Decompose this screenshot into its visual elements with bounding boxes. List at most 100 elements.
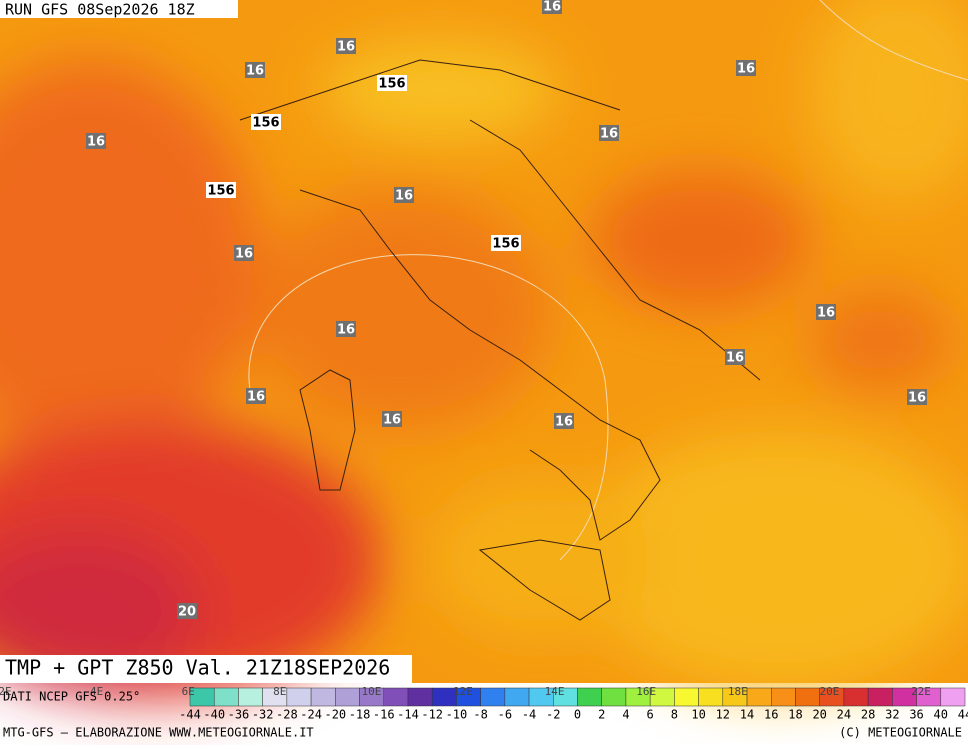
legend-tick-label: 10 <box>691 708 705 722</box>
legend-tick-label: 12 <box>716 708 730 722</box>
contour-label: 16 <box>87 135 105 150</box>
legend-swatch <box>407 687 433 707</box>
label-box <box>377 75 407 91</box>
contour-label: 16 <box>600 127 618 142</box>
longitude-label: 6E <box>182 685 195 698</box>
legend-swatch <box>771 687 796 707</box>
legend-tick-label: 40 <box>934 708 948 722</box>
label-box <box>86 133 106 149</box>
legend-swatch <box>383 687 409 707</box>
label-box <box>725 349 745 365</box>
longitude-label: 10E <box>361 685 381 698</box>
legend-tick-label: -24 <box>300 708 322 722</box>
color-legend: -44 -40 -36 -32 -28 -24 -20 -18 -16 -14 -12 -10 -8 -6… <box>0 685 968 722</box>
legend-tick-label: 24 <box>837 708 851 722</box>
legend-tick-label: 28 <box>861 708 875 722</box>
legend-tick-label: 4 <box>622 708 629 722</box>
contour-label: 16 <box>817 306 835 321</box>
contour-label: 20 <box>178 605 196 620</box>
legend-swatch <box>577 687 602 707</box>
label-box <box>336 321 356 337</box>
map-title: TMP + GPT Z850 Val. 21Z18SEP2026 <box>5 656 390 680</box>
run-label: RUN GFS 08Sep2026 18Z <box>5 1 195 19</box>
contour-label: 16 <box>737 62 755 77</box>
legend-tick-label: -16 <box>373 708 395 722</box>
contour-label: 16 <box>908 391 926 406</box>
label-box <box>554 413 574 429</box>
legend-tick-label: 14 <box>740 708 754 722</box>
footer-left: MTG-GFS – ELABORAZIONE WWW.METEOGIORNALE… <box>3 726 314 740</box>
label-box <box>382 411 402 427</box>
longitude-label: 2E <box>0 685 12 698</box>
label-box <box>599 125 619 141</box>
contour-label: 16 <box>235 247 253 262</box>
legend-tick-label: 20 <box>812 708 826 722</box>
longitude-label: 4E <box>90 685 103 698</box>
legend-swatch <box>335 687 360 707</box>
longitude-label: 20E <box>819 685 839 698</box>
legend-tick-label: -8 <box>473 708 487 722</box>
contour-label: 16 <box>383 413 401 428</box>
temperature-field <box>0 0 968 700</box>
legend-tick-label: 44 <box>958 708 968 722</box>
legend-tick-label: -14 <box>397 708 419 722</box>
label-box <box>251 114 281 130</box>
contour-label: 156 <box>378 77 405 92</box>
legend-tick-label: 16 <box>764 708 778 722</box>
legend-swatch <box>795 687 820 707</box>
legend-swatch <box>867 687 893 707</box>
map-labels: 16 16 16 16 16 16 16 16 16 16 16 16 16 16 16 156 156 156 1… <box>86 0 927 620</box>
legend-tick-label: 8 <box>671 708 678 722</box>
legend-swatch <box>601 687 627 707</box>
contour-label: 16 <box>726 351 744 366</box>
legend-swatch <box>674 687 699 707</box>
label-box <box>245 62 265 78</box>
legend-swatch <box>480 687 506 707</box>
legend-swatch <box>504 687 530 707</box>
legend-tick-label: 2 <box>598 708 605 722</box>
longitude-label: 18E <box>728 685 748 698</box>
legend-tick-label: 32 <box>885 708 899 722</box>
label-box <box>246 388 266 404</box>
legend-tick-label: -36 <box>228 708 250 722</box>
label-box <box>542 0 562 14</box>
contour-label: 16 <box>337 323 355 338</box>
contour-label: 156 <box>492 237 519 252</box>
label-box <box>206 182 236 198</box>
legend-tick-label: -10 <box>446 708 468 722</box>
legend-tick-label: -20 <box>324 708 346 722</box>
title-box <box>0 655 412 683</box>
contour-label: 16 <box>543 0 561 15</box>
legend-tick-label: -6 <box>498 708 512 722</box>
contour-label: 156 <box>207 184 234 199</box>
legend-tick-label: 6 <box>647 708 654 722</box>
legend-tick-label: -28 <box>276 708 298 722</box>
contour-label: 16 <box>247 390 265 405</box>
longitude-label: 16E <box>636 685 656 698</box>
longitude-label: 22E <box>911 685 931 698</box>
legend-tick-label: -12 <box>421 708 443 722</box>
contour-label: 16 <box>246 64 264 79</box>
legend-swatch <box>213 687 239 707</box>
label-box <box>336 38 356 54</box>
longitude-label: 8E <box>273 685 286 698</box>
label-box <box>736 60 756 76</box>
contour-label: 156 <box>252 116 279 131</box>
legend-tick-label: -18 <box>349 708 371 722</box>
legend-swatch <box>310 687 336 707</box>
legend-swatch <box>843 687 869 707</box>
legend-tick-label: 0 <box>574 708 581 722</box>
legend-tick-label: -2 <box>546 708 560 722</box>
legend-swatch <box>698 687 724 707</box>
legend-tick-label: -4 <box>522 708 536 722</box>
legend-swatch <box>746 687 772 707</box>
footer-right: (C) METEOGIORNALE <box>839 726 962 740</box>
legend-tick-label: 36 <box>909 708 923 722</box>
longitude-label: 14E <box>545 685 565 698</box>
legend-swatch <box>940 687 966 707</box>
source-label: DATI NCEP GFS 0.25° <box>3 690 140 704</box>
legend-tick-label: -32 <box>252 708 274 722</box>
label-box <box>394 187 414 203</box>
label-box <box>907 389 927 405</box>
